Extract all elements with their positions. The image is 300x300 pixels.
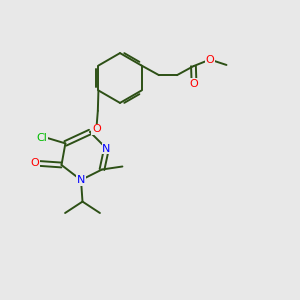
Text: N: N	[102, 143, 111, 154]
Text: O: O	[31, 158, 40, 169]
Text: O: O	[92, 124, 101, 134]
Text: Cl: Cl	[37, 133, 47, 143]
Text: O: O	[190, 79, 198, 88]
Text: N: N	[77, 175, 85, 185]
Text: O: O	[206, 55, 214, 64]
